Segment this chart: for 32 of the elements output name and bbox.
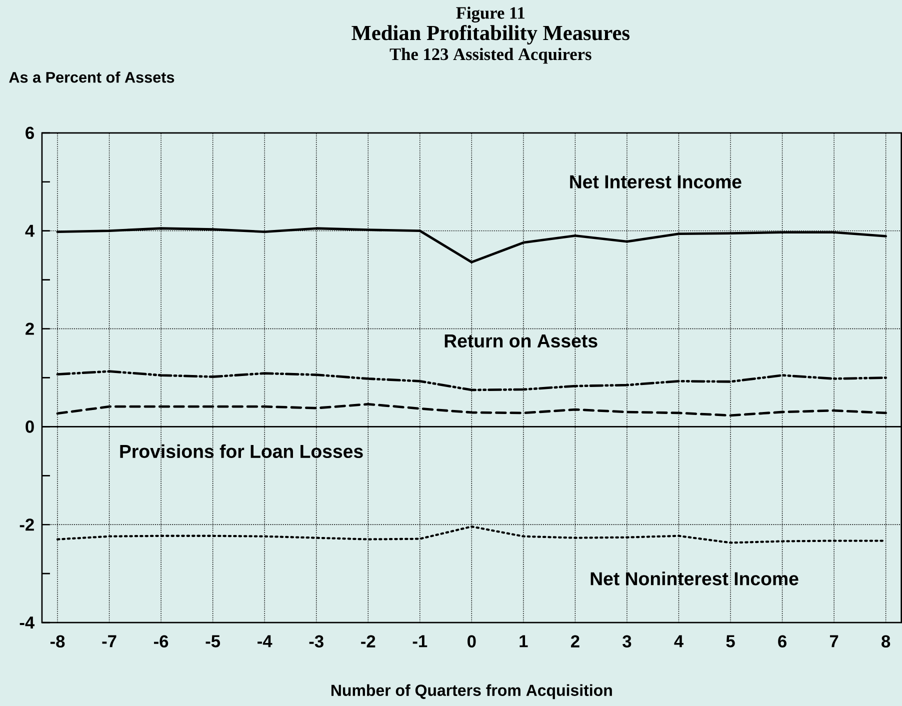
series-label: Net Noninterest Income	[590, 571, 798, 586]
y-tick-label: -4	[20, 616, 35, 628]
y-tick-label: -2	[20, 518, 34, 530]
x-tick-label: -3	[309, 635, 324, 648]
x-tick-label: 7	[830, 635, 838, 647]
x-tick-label: -4	[258, 635, 272, 647]
x-tick-label: -8	[50, 635, 65, 648]
x-tick-label: -2	[361, 635, 376, 648]
caption: Figure 11	[456, 6, 524, 22]
y-tick-label: 2	[26, 322, 34, 335]
text: Return on Assets	[444, 334, 598, 348]
y-tick-label: 6	[26, 126, 34, 139]
chart-title: Median Profitability Measures	[352, 24, 630, 44]
y-axis-title: As a Percent of Assets	[9, 71, 174, 83]
x-tick-label: 8	[882, 635, 890, 648]
x-tick-label: 1	[520, 635, 528, 647]
text: Provisions for Loan Losses	[120, 444, 363, 458]
x-tick-label: 3	[622, 635, 632, 648]
y-tick-label: 4	[25, 224, 35, 237]
x-tick-label: 0	[468, 635, 476, 648]
chart-subtitle: The 123 Assisted Acquirers	[390, 48, 592, 64]
text: Net Interest Income	[570, 175, 742, 188]
x-tick-label: 4	[674, 635, 684, 647]
x-axis-title: Number of Quarters from Acquisition	[331, 684, 612, 699]
x-tick-label: 2	[570, 635, 580, 648]
x-tick-label: -5	[206, 635, 220, 648]
x-tick-label: -6	[154, 635, 168, 648]
x-tick-label: -1	[412, 635, 428, 647]
x-tick-label: 6	[778, 635, 786, 648]
x-tick-label: -7	[102, 635, 116, 647]
x-tick-label: 5	[726, 635, 735, 648]
y-tick-label: 0	[26, 420, 34, 433]
